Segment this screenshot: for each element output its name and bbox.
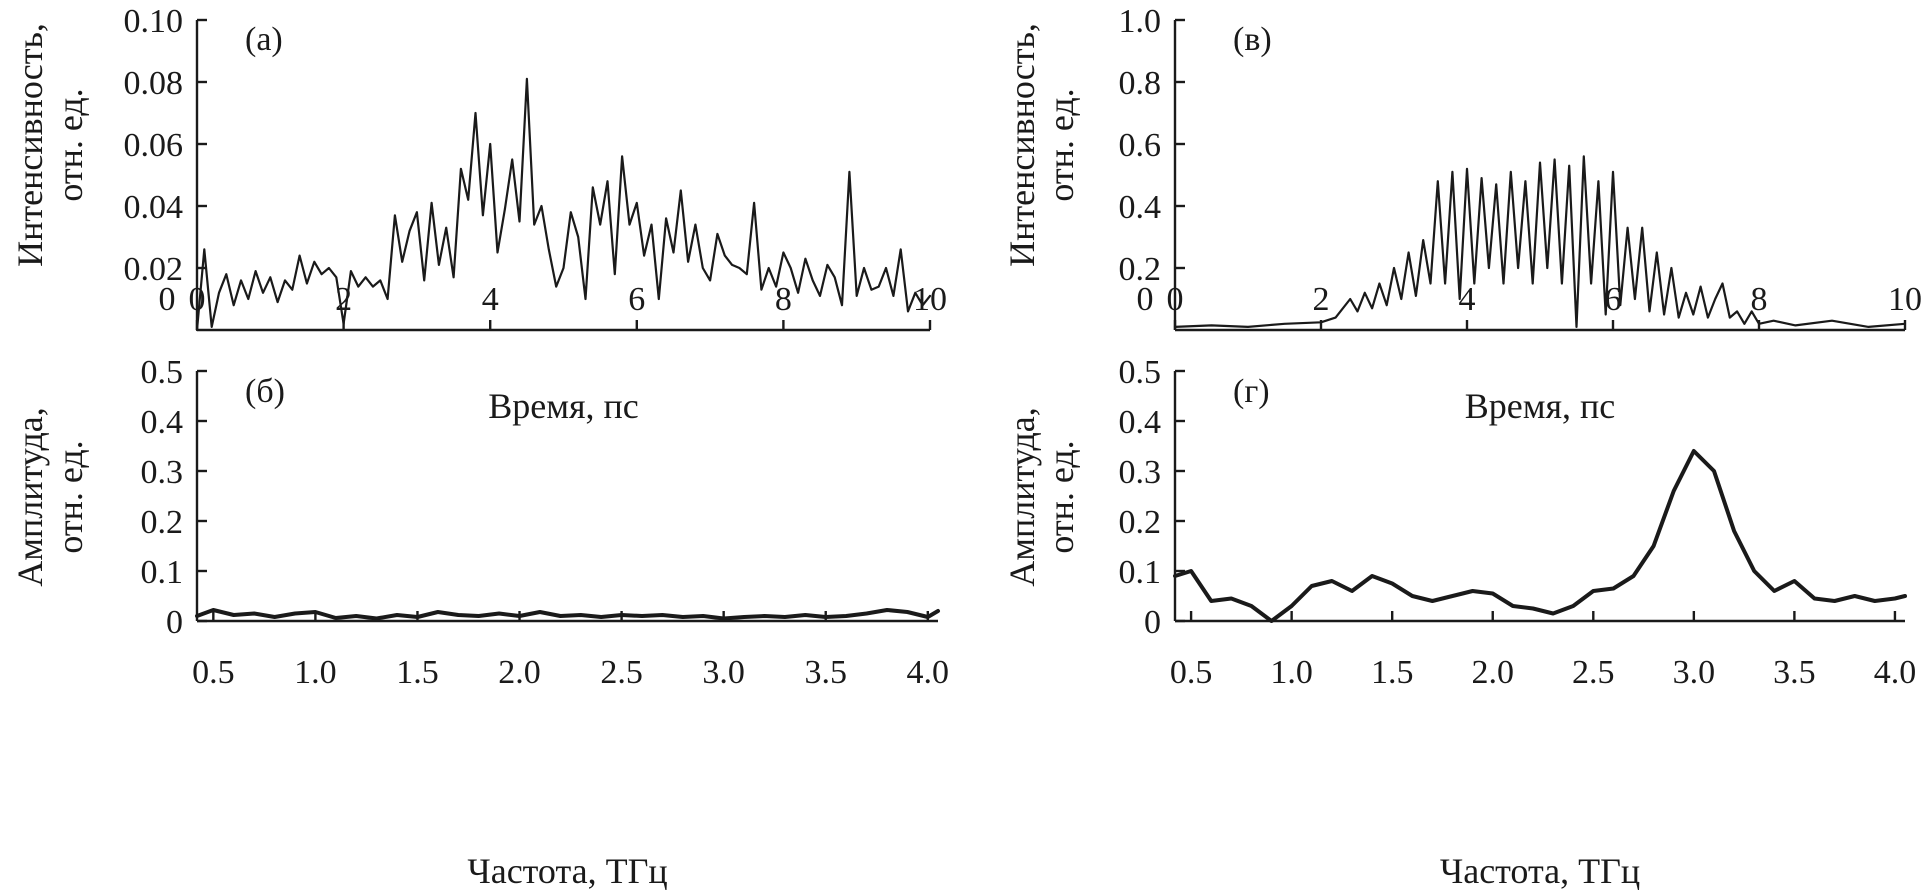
panel-label: (a) [245, 21, 283, 58]
x-tick-label: 2.5 [600, 654, 643, 691]
x-axis-title: Время, пс [1465, 386, 1616, 426]
x-tick-label: 2 [1313, 281, 1330, 318]
x-tick-label: 8 [1751, 281, 1768, 318]
y-tick-label: 0.10 [124, 3, 184, 40]
y-tick-label: 0.6 [1119, 127, 1162, 164]
y-axis-title-line: отн. ед. [1041, 88, 1081, 201]
y-tick-label: 0.8 [1119, 65, 1162, 102]
x-tick-label: 4.0 [1874, 654, 1917, 691]
chart-g: (г) 0 0.1 0.2 0.3 0.4 0.5 0.5 1.0 1.5 2.0 2.5 3.0 3.… [1002, 354, 1916, 891]
x-tick-label: 6 [628, 281, 645, 318]
y-axis-title-line: Амплитуда, [1002, 407, 1042, 587]
y-tick-label: 0.2 [1119, 504, 1162, 541]
y-tick-label: 0.4 [1119, 404, 1162, 441]
x-axis-title: Частота, ТГц [1440, 851, 1640, 891]
x-tick-label: 2.0 [1471, 654, 1514, 691]
y-tick-label: 0.3 [1119, 454, 1162, 491]
y-tick-label: 0.02 [124, 251, 184, 288]
y-tick-label: 0.1 [1119, 554, 1162, 591]
y-axis-title-line: Интенсивность, [10, 23, 50, 267]
y-tick-label: 0.2 [141, 504, 184, 541]
y-tick-label: 0.4 [1119, 189, 1162, 226]
y-tick-label: 0 [166, 604, 183, 641]
series-line [195, 608, 940, 621]
y-axis-title-line: Амплитуда, [10, 407, 50, 587]
series-line [195, 77, 932, 332]
x-tick-label: 3.5 [804, 654, 847, 691]
x-tick-label: 8 [775, 281, 792, 318]
x-axis-title: Время, пс [488, 386, 639, 426]
x-tick-label: 0.5 [1170, 654, 1213, 691]
x-tick-label: 6 [1605, 281, 1622, 318]
panel-label: (б) [245, 373, 285, 410]
x-tick-label: 4 [1459, 281, 1476, 318]
x-tick-label: 1.5 [1371, 654, 1414, 691]
x-tick-label: 0 [189, 281, 206, 318]
y-tick-label: 0.1 [141, 554, 184, 591]
x-tick-label: 4.0 [907, 654, 950, 691]
y-tick-label: 0.5 [1119, 354, 1162, 391]
y-axis-title-line: Интенсивность, [1002, 23, 1042, 267]
x-tick-label: 1.0 [294, 654, 337, 691]
x-tick-label: 3.0 [1673, 654, 1716, 691]
y-tick-label: 0.2 [1119, 251, 1162, 288]
x-origin-label: 0 [159, 281, 176, 318]
x-tick-label: 4 [482, 281, 499, 318]
y-tick-label: 0.06 [124, 127, 184, 164]
chart-b: (б) 0 0.1 0.2 0.3 0.4 0.5 0.5 1.0 1.5 2.0 2.5 3.0 3.… [10, 354, 949, 891]
panel-label: (в) [1233, 21, 1272, 58]
x-origin-label: 0 [1137, 281, 1154, 318]
y-tick-label: 0.4 [141, 404, 184, 441]
y-tick-label: 0.3 [141, 454, 184, 491]
x-tick-label: 1.5 [396, 654, 439, 691]
x-tick-label: 2.5 [1572, 654, 1615, 691]
y-tick-label: 0 [1144, 604, 1161, 641]
y-axis-title-line: отн. ед. [50, 88, 90, 201]
y-tick-label: 0.5 [141, 354, 184, 391]
x-tick-label: 1.0 [1270, 654, 1313, 691]
y-axis-title-line: отн. ед. [1041, 440, 1081, 553]
series-line [1173, 449, 1907, 623]
series-line [1173, 155, 1907, 328]
x-axis-title: Частота, ТГц [467, 851, 667, 891]
y-tick-label: 0.08 [124, 65, 184, 102]
x-tick-label: 3.5 [1773, 654, 1816, 691]
y-tick-label: 1.0 [1119, 3, 1162, 40]
panel-label: (г) [1233, 373, 1270, 410]
x-tick-label: 2.0 [498, 654, 541, 691]
x-tick-label: 0 [1167, 281, 1184, 318]
y-axis-title-line: отн. ед. [50, 440, 90, 553]
x-tick-label: 10 [1888, 281, 1922, 318]
chart-v: (в) 0.2 0.4 0.6 0.8 1.0 0 2 4 6 8 10 0 Время, пс Инте… [1002, 3, 1922, 426]
y-tick-label: 0.04 [124, 189, 184, 226]
x-tick-label: 3.0 [702, 654, 745, 691]
x-tick-label: 0.5 [192, 654, 235, 691]
